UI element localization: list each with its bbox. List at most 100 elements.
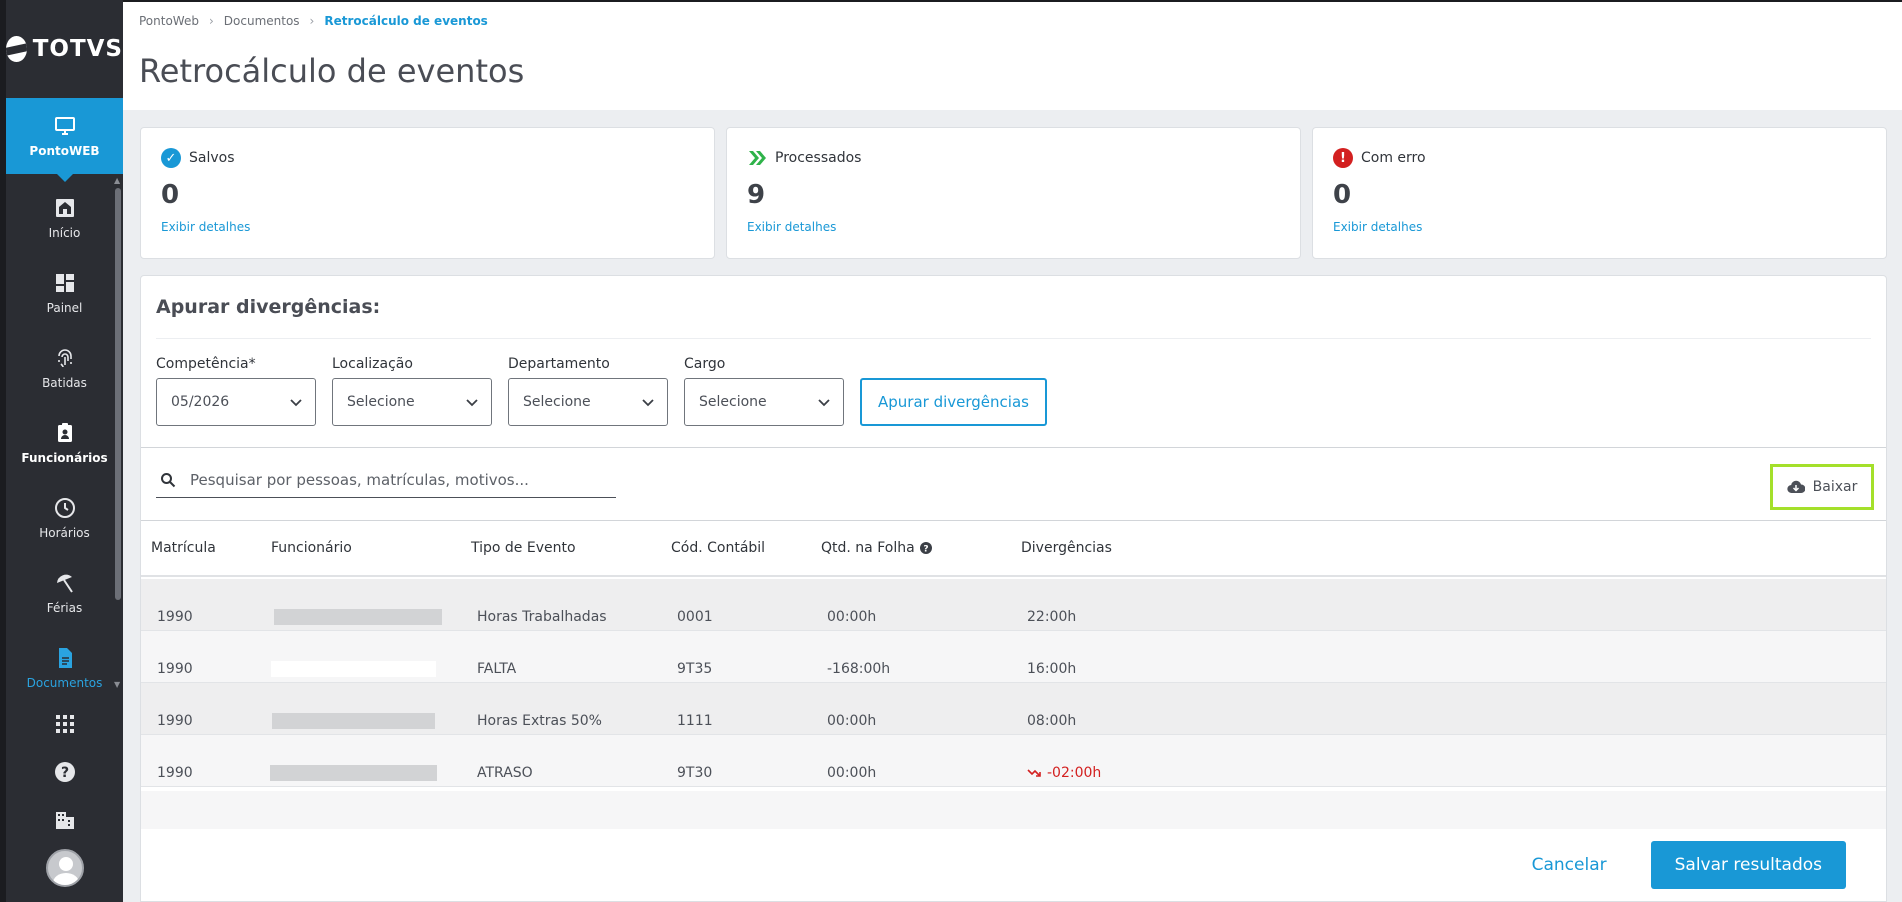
col-tipo-evento[interactable]: Tipo de Evento [471,540,576,556]
chevron-down-icon [818,399,830,407]
sidebar-item-painel[interactable]: Painel [6,255,123,330]
cell-tipo: ATRASO [477,765,533,781]
competencia-select[interactable]: 05/2026 [156,378,316,426]
search-icon [161,472,176,487]
table-row[interactable]: 1990 ATRASO 9T30 00:00h -02:00h [141,735,1886,787]
fingerprint-icon [57,348,72,367]
svg-text:?: ? [923,545,928,555]
cell-matricula: 1990 [157,661,193,677]
select-value: Selecione [523,394,591,410]
filter-label: Competência* [156,356,256,372]
sidebar-scrollbar[interactable] [115,188,121,600]
scroll-up-arrow-icon[interactable]: ▲ [114,176,121,185]
cell-div: -02:00h [1047,765,1102,781]
help-button[interactable]: ? [54,748,76,796]
page-header: PontoWeb › Documentos › Retrocálculo de … [123,0,1902,110]
help-icon: ? [54,762,75,782]
search-input[interactable]: Pesquisar por pessoas, matrículas, motiv… [156,462,616,498]
departamento-select[interactable]: Selecione [508,378,668,426]
sidebar-item-batidas[interactable]: Batidas [6,330,123,405]
cargo-select[interactable]: Selecione [684,378,844,426]
col-matricula[interactable]: Matrícula [151,540,216,556]
monitor-icon [54,117,75,135]
filter-cargo: Cargo Selecione [684,356,844,426]
table-row[interactable]: 1990 Horas Trabalhadas 0001 00:00h 22:00… [141,579,1886,631]
chevron-down-icon [642,399,654,407]
filters: Competência* 05/2026 Localização Selecio… [156,356,1047,426]
summary-cards: ✓ Salvos 0 Exibir detalhes Processados 9… [140,127,1887,259]
totvs-logo[interactable]: TOTVS [6,0,123,98]
cell-div: 22:00h [1027,609,1077,625]
breadcrumb-item-documentos[interactable]: Documentos [223,14,300,28]
chevron-down-icon [466,399,478,407]
cell-div-negative: -02:00h [1027,765,1101,781]
cell-tipo: Horas Extras 50% [477,713,602,729]
localizacao-select[interactable]: Selecione [332,378,492,426]
sidebar-item-label: Horários [39,525,90,540]
apps-grid-icon [55,715,74,733]
card-com-erro: ! Com erro 0 Exibir detalhes [1312,127,1887,259]
table-body: 1990 Horas Trabalhadas 0001 00:00h 22:00… [141,579,1886,787]
footer-actions: Cancelar Salvar resultados [1512,841,1846,889]
check-circle-icon: ✓ [161,148,181,168]
card-value: 0 [161,180,180,210]
sidebar-item-documentos[interactable]: Documentos [6,630,123,690]
avatar [45,849,84,887]
card-label: Salvos [189,150,235,166]
table-row[interactable]: 1990 FALTA 9T35 -168:00h 16:00h [141,631,1886,683]
help-icon[interactable]: ? [919,542,932,555]
col-qtd-folha-label: Qtd. na Folha [821,540,915,556]
sidebar-item-inicio[interactable]: Início [6,180,123,255]
clock-icon [54,497,75,518]
filter-label: Cargo [684,356,726,372]
sidebar-item-label: PontoWEB [29,144,100,158]
sidebar-item-pontoweb[interactable]: PontoWEB [6,98,123,182]
divider [156,338,1871,339]
select-value: Selecione [699,394,767,410]
card-details-link[interactable]: Exibir detalhes [161,220,251,234]
col-cod-contabil[interactable]: Cód. Contábil [671,540,766,556]
breadcrumb-item-pontoweb[interactable]: PontoWeb [139,14,199,28]
breadcrumb: PontoWeb › Documentos › Retrocálculo de … [139,14,488,28]
sidebar-item-label: Funcionários [21,450,108,465]
cell-matricula: 1990 [157,765,193,781]
totvs-logo-mark [6,36,27,62]
building-icon [55,812,74,829]
col-divergencias[interactable]: Divergências [1021,540,1112,556]
card-details-link[interactable]: Exibir detalhes [747,220,837,234]
scroll-down-arrow-icon[interactable]: ▼ [114,680,121,689]
error-circle-icon: ! [1333,148,1353,168]
cell-qtd: 00:00h [827,713,877,729]
sidebar-bottom: ? [6,700,123,892]
document-icon [58,647,72,668]
apps-grid-button[interactable] [55,700,75,748]
company-button[interactable] [54,796,76,844]
card-value: 0 [1333,180,1352,210]
save-results-button[interactable]: Salvar resultados [1650,841,1846,889]
cell-cod: 1111 [677,713,713,729]
card-salvos: ✓ Salvos 0 Exibir detalhes [140,127,715,259]
breadcrumb-chevron-icon: › [309,14,315,28]
col-qtd-folha[interactable]: Qtd. na Folha ? [821,540,932,556]
sidebar-item-horarios[interactable]: Horários [6,480,123,555]
chevron-down-icon [290,399,302,407]
search-toolbar: Pesquisar por pessoas, matrículas, motiv… [141,447,1886,521]
table-row[interactable]: 1990 Horas Extras 50% 1111 00:00h 08:00h [141,683,1886,735]
badge-icon [57,422,72,442]
redacted-employee-name [274,609,442,625]
col-funcionario[interactable]: Funcionário [271,540,352,556]
cloud-download-icon [1786,480,1805,494]
apurar-divergencias-button[interactable]: Apurar divergências [860,378,1047,426]
cell-matricula: 1990 [157,713,193,729]
user-menu[interactable] [45,844,84,892]
baixar-button[interactable]: Baixar [1770,464,1874,510]
cell-div: 16:00h [1027,661,1077,677]
redacted-employee-name [272,713,435,729]
filter-label: Departamento [508,356,610,372]
svg-text:?: ? [60,765,68,781]
card-details-link[interactable]: Exibir detalhes [1333,220,1423,234]
cancel-button[interactable]: Cancelar [1512,855,1627,875]
sidebar-item-funcionarios[interactable]: Funcionários [6,405,123,480]
table-header: Matrícula Funcionário Tipo de Evento Cód… [141,521,1886,577]
sidebar-item-ferias[interactable]: Férias [6,555,123,630]
